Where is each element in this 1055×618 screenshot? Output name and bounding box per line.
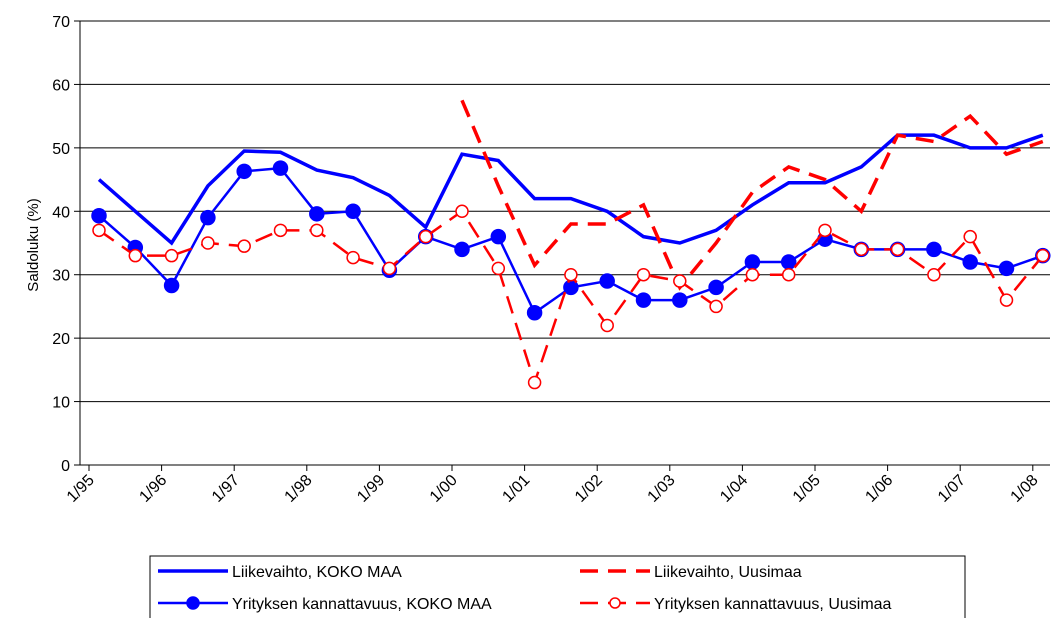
legend-label: Yrityksen kannattavuus, KOKO MAA — [232, 596, 492, 613]
y-tick-label: 40 — [52, 204, 70, 221]
y-tick-label: 70 — [52, 14, 70, 31]
x-tick-label: 1/05 — [790, 472, 824, 506]
marker — [708, 279, 724, 296]
marker — [1036, 248, 1050, 263]
marker — [201, 236, 215, 250]
marker — [854, 242, 869, 257]
marker — [744, 254, 761, 270]
y-tick-label: 20 — [52, 331, 70, 348]
marker — [527, 375, 542, 390]
marker — [418, 229, 433, 244]
legend-marker — [609, 597, 621, 609]
y-tick-label: 10 — [52, 395, 70, 412]
marker — [455, 204, 469, 219]
marker — [635, 292, 652, 308]
marker — [382, 261, 397, 276]
x-tick-label: 1/03 — [645, 472, 679, 506]
marker — [91, 207, 107, 224]
marker — [310, 223, 324, 238]
marker — [926, 241, 942, 258]
marker — [745, 267, 760, 282]
marker — [600, 318, 614, 333]
marker — [128, 248, 143, 263]
marker — [998, 260, 1015, 277]
marker — [309, 206, 325, 222]
marker — [163, 277, 180, 294]
marker — [490, 228, 507, 245]
marker — [491, 261, 506, 276]
marker — [709, 299, 723, 314]
x-tick-label: 1/95 — [64, 472, 98, 506]
legend-marker — [186, 596, 200, 610]
marker — [164, 248, 179, 263]
y-tick-label: 50 — [52, 141, 70, 158]
marker — [236, 163, 252, 180]
marker — [599, 273, 615, 289]
x-tick-label: 1/02 — [572, 472, 606, 506]
series-line — [98, 209, 1044, 387]
marker — [273, 223, 288, 238]
marker — [780, 254, 797, 270]
marker — [962, 254, 978, 270]
marker — [200, 209, 216, 226]
x-tick-label: 1/07 — [935, 472, 969, 506]
marker — [963, 229, 977, 244]
x-tick-label: 1/04 — [717, 472, 751, 506]
marker — [454, 241, 470, 258]
series-line — [97, 133, 1044, 246]
marker — [818, 223, 832, 238]
x-tick-label: 1/06 — [862, 472, 896, 506]
marker — [237, 239, 251, 253]
marker — [927, 267, 941, 282]
y-tick-label: 0 — [61, 458, 70, 475]
marker — [890, 242, 905, 257]
marker — [636, 267, 651, 282]
x-tick-label: 1/08 — [1008, 472, 1042, 506]
marker — [672, 292, 688, 308]
marker — [781, 267, 796, 282]
marker — [673, 274, 687, 288]
marker — [999, 293, 1014, 307]
legend-box — [149, 555, 966, 618]
marker — [92, 223, 106, 238]
legend-label: Yrityksen kannattavuus, Uusimaa — [654, 596, 892, 613]
legend-label: Liikevaihto, KOKO MAA — [232, 564, 402, 581]
marker — [346, 250, 360, 265]
marker — [564, 267, 578, 282]
marker — [526, 305, 543, 321]
x-tick-label: 1/00 — [427, 472, 461, 506]
y-axis-title: Saldoluku (%) — [25, 198, 42, 291]
y-tick-label: 30 — [52, 268, 70, 285]
x-tick-label: 1/99 — [354, 472, 388, 506]
series-line — [460, 99, 1044, 291]
x-tick-label: 1/97 — [209, 472, 243, 506]
x-tick-label: 1/01 — [499, 472, 533, 506]
marker — [272, 160, 289, 176]
y-tick-label: 60 — [52, 77, 70, 94]
legend-label: Liikevaihto, Uusimaa — [654, 564, 802, 581]
x-tick-label: 1/98 — [282, 472, 316, 506]
x-tick-label: 1/96 — [136, 472, 170, 506]
marker — [345, 203, 361, 220]
